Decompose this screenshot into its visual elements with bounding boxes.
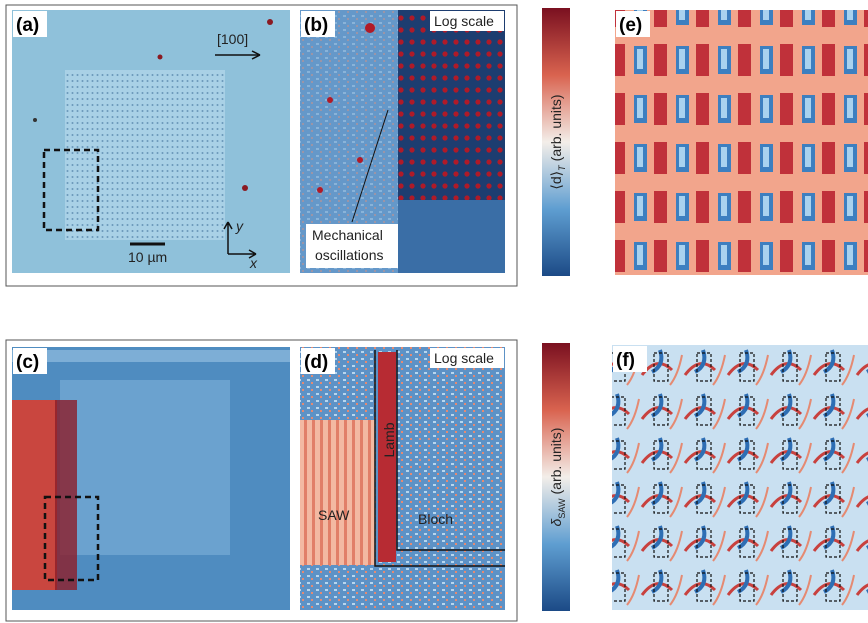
mode-label: Bloch (418, 511, 453, 527)
panel-label: (a) (16, 15, 39, 36)
panel-label: (c) (16, 352, 39, 373)
panel-b: (b) Log scale Mechanical oscillations (300, 10, 505, 273)
unit: (arb. units) (548, 428, 564, 495)
annotation: oscillations (315, 247, 383, 263)
colorbar: δSAW(arb. units) (542, 343, 570, 611)
panel-label: (e) (619, 15, 642, 36)
panel-d: (d) Log scale Lamb SAW Bloch (300, 347, 505, 610)
figure: (a) [100] 10 µm y x (b) Log scale Mechan… (0, 0, 868, 623)
axis-label: x (249, 255, 258, 271)
axis-label: y (235, 218, 244, 234)
mode-label: Lamb (381, 422, 397, 457)
panel-e: (e) (615, 10, 868, 275)
symbol: ⟨d⟩ (548, 171, 564, 190)
panel-label: (d) (304, 352, 328, 373)
unit: (arb. units) (548, 94, 564, 161)
scale-bar: 10 µm (128, 249, 167, 265)
panel-label: (f) (616, 350, 635, 371)
scale-note: Log scale (434, 13, 494, 29)
mode-label: SAW (318, 507, 350, 523)
direction: [100] (217, 31, 248, 47)
colorbar: ⟨d⟩T(arb. units) (542, 8, 570, 276)
panel-f: (f) (612, 345, 868, 610)
scale-note: Log scale (434, 350, 494, 366)
panel-a: (a) [100] 10 µm y x (12, 10, 290, 273)
panel-label: (b) (304, 15, 328, 36)
subscript: SAW (557, 498, 567, 519)
annotation: Mechanical (312, 227, 383, 243)
panel-c: (c) (12, 347, 290, 610)
